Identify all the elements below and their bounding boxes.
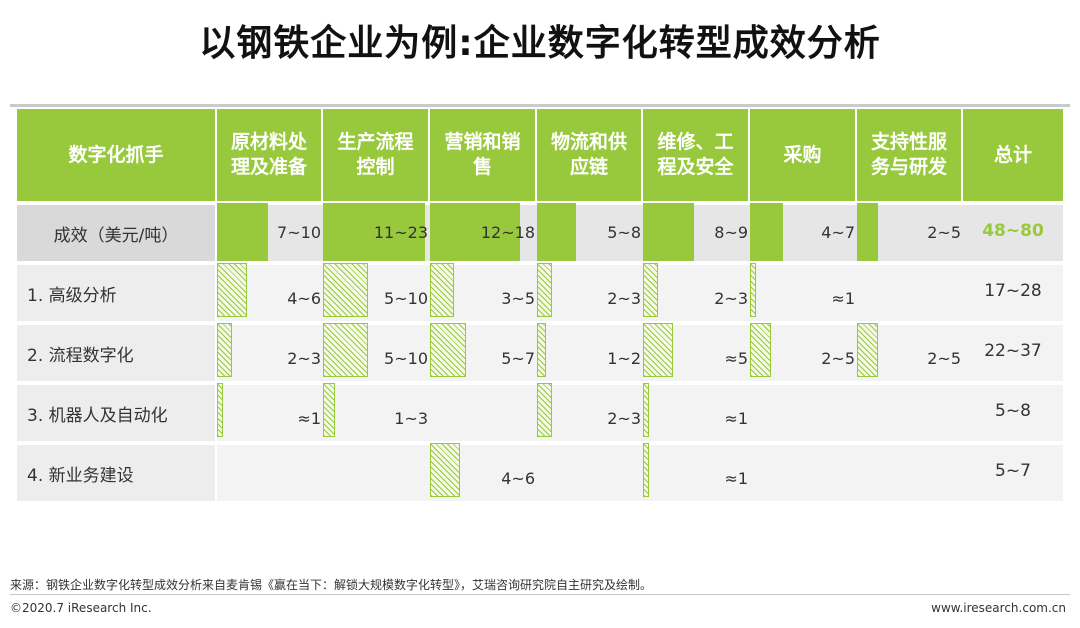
row-background xyxy=(217,385,1063,441)
row-label: 1. 高级分析 xyxy=(17,265,215,321)
page-title: 以钢铁企业为例:企业数字化转型成效分析 xyxy=(199,23,881,64)
bar xyxy=(217,323,232,377)
bar-value-label: 2~3 xyxy=(607,289,641,308)
bar xyxy=(537,383,552,437)
header-column: 营销和销 售 xyxy=(430,109,535,201)
bar xyxy=(323,323,368,377)
website: www.iresearch.com.cn xyxy=(931,601,1066,615)
bar-value-label: 1~3 xyxy=(394,409,428,428)
bar-value-label: 2~5 xyxy=(927,349,961,368)
bar-value-label: ≈1 xyxy=(724,409,748,428)
bar xyxy=(217,383,223,437)
bar xyxy=(857,323,878,377)
row-label: 4. 新业务建设 xyxy=(17,445,215,501)
row-total: 5~8 xyxy=(995,401,1031,421)
header-first: 数字化抓手 xyxy=(17,109,215,201)
bar-value-label: 3~5 xyxy=(501,289,535,308)
bar-value-label: 2~5 xyxy=(821,349,855,368)
bar xyxy=(323,383,335,437)
header-column: 生产流程 控制 xyxy=(323,109,428,201)
bar-value-label: 2~3 xyxy=(607,409,641,428)
bar-value-label: 4~7 xyxy=(821,223,855,242)
header-total: 总计 xyxy=(963,109,1063,201)
header-column: 原材料处 理及准备 xyxy=(217,109,321,201)
bar xyxy=(430,203,520,261)
bar-value-label: ≈5 xyxy=(724,349,748,368)
bar xyxy=(430,263,454,317)
bar-value-label: 2~5 xyxy=(927,223,961,242)
bar-value-label: 2~3 xyxy=(287,349,321,368)
bar-value-label: ≈1 xyxy=(831,289,855,308)
bar xyxy=(537,323,546,377)
bar xyxy=(323,263,368,317)
bar xyxy=(323,203,425,261)
row-total: 48~80 xyxy=(982,221,1044,241)
row-total: 17~28 xyxy=(984,281,1042,301)
header-column: 维修、工 程及安全 xyxy=(643,109,748,201)
row-label: 3. 机器人及自动化 xyxy=(17,385,215,441)
bar-value-label: 5~7 xyxy=(501,349,535,368)
bar xyxy=(643,443,649,497)
bar xyxy=(430,443,460,497)
row-label: 成效（美元/吨） xyxy=(17,205,215,261)
header-column: 采购 xyxy=(750,109,855,201)
bar-value-label: 2~3 xyxy=(714,289,748,308)
source-note: 来源：钢铁企业数字化转型成效分析来自麦肯锡《赢在当下：解锁大规模数字化转型》，艾… xyxy=(10,578,653,592)
bar-value-label: 12~18 xyxy=(480,223,535,242)
bar xyxy=(537,263,552,317)
bar-value-label: 8~9 xyxy=(714,223,748,242)
bar xyxy=(643,323,673,377)
bar xyxy=(857,203,878,261)
bar xyxy=(217,263,247,317)
bar xyxy=(750,203,783,261)
bar xyxy=(750,323,771,377)
row-background xyxy=(217,445,1063,501)
copyright: ©2020.7 iResearch Inc. xyxy=(10,601,152,615)
bar xyxy=(750,263,756,317)
bar-value-label: 5~10 xyxy=(384,349,428,368)
bar-value-label: ≈1 xyxy=(724,469,748,488)
bar xyxy=(643,203,694,261)
bar-value-label: 5~10 xyxy=(384,289,428,308)
row-total: 22~37 xyxy=(984,341,1042,361)
bar-value-label: 5~8 xyxy=(607,223,641,242)
bar xyxy=(537,203,576,261)
bar xyxy=(430,323,466,377)
header-column: 物流和供 应链 xyxy=(537,109,641,201)
title-divider xyxy=(10,104,1070,107)
header-column: 支持性服 务与研发 xyxy=(857,109,961,201)
bar-value-label: 4~6 xyxy=(287,289,321,308)
row-label: 2. 流程数字化 xyxy=(17,325,215,381)
row-total: 5~7 xyxy=(995,461,1031,481)
bar xyxy=(643,383,649,437)
bar-value-label: ≈1 xyxy=(297,409,321,428)
bar-value-label: 4~6 xyxy=(501,469,535,488)
footer-divider xyxy=(10,594,1070,595)
bar-value-label: 11~23 xyxy=(373,223,428,242)
bar xyxy=(217,203,268,261)
bar xyxy=(643,263,658,317)
bar-value-label: 7~10 xyxy=(277,223,321,242)
bar-value-label: 1~2 xyxy=(607,349,641,368)
